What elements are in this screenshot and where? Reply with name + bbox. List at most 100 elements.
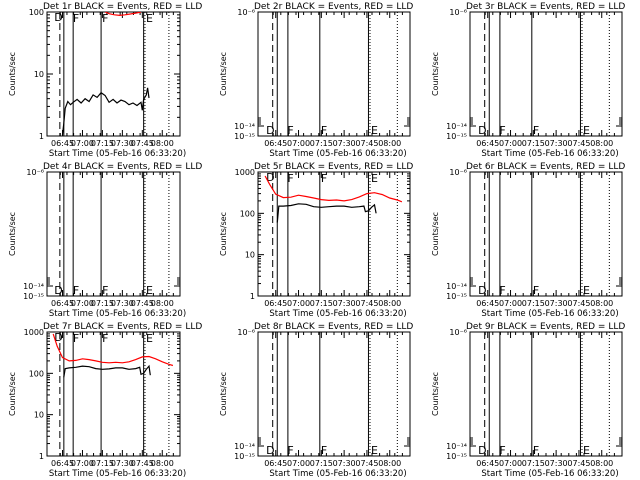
- x-tick-label: 07:30: [545, 139, 568, 148]
- x-tick-label: 07:00: [287, 139, 310, 148]
- x-axis-label: Start Time (05-Feb-16 06:33:20): [481, 469, 618, 479]
- panel-det-2: Det 2r BLACK = Events, RED = LLD10⁻¹⁵10⁻…: [219, 2, 413, 159]
- event-marker-f: F: [499, 124, 505, 137]
- x-tick-label: 07:00: [499, 459, 522, 468]
- x-tick-label: 06:45: [476, 459, 499, 468]
- event-marker-f: F: [499, 284, 505, 297]
- y-tick-label: 10⁻¹⁴: [446, 282, 467, 291]
- event-marker-f: F: [102, 12, 108, 25]
- y-tick-label: 10⁻¹⁵: [23, 292, 44, 301]
- event-marker-f: F: [102, 284, 108, 297]
- x-axis-label: Start Time (05-Feb-16 06:33:20): [49, 309, 186, 319]
- event-marker-d: D: [54, 331, 62, 344]
- events-series-line: [61, 87, 150, 135]
- x-tick-label: 07:30: [545, 299, 568, 308]
- x-tick-label: 07:45: [567, 139, 590, 148]
- event-marker-f: F: [73, 284, 79, 297]
- x-tick-label: 08:00: [590, 139, 613, 148]
- y-tick-label: 10⁻¹⁴: [234, 442, 255, 451]
- x-tick-label: 08:00: [151, 459, 174, 468]
- x-axis-label: Start Time (05-Feb-16 06:33:20): [269, 149, 406, 159]
- y-tick-label: 100: [29, 369, 44, 378]
- plot-frame: [257, 331, 411, 457]
- x-tick-label: 07:30: [333, 139, 356, 148]
- x-tick-label: 07:15: [91, 139, 114, 148]
- x-tick-label: 07:30: [333, 459, 356, 468]
- y-tick-label: 10⁻¹⁴: [23, 282, 44, 291]
- y-tick-label: 10⁻¹⁴: [234, 122, 255, 131]
- y-tick-label: 10⁻¹⁵: [234, 132, 255, 141]
- lld-series-line: [104, 12, 142, 17]
- y-tick-label: 10⁻⁶: [449, 168, 467, 177]
- event-marker-f: F: [73, 12, 79, 25]
- x-tick-label: 07:15: [91, 459, 114, 468]
- panel-title: Det 9r BLACK = Events, RED = LLD: [466, 322, 625, 332]
- event-marker-f: F: [102, 332, 108, 345]
- panel-det-9: Det 9r BLACK = Events, RED = LLD 10⁻¹⁵ 10⁻…: [431, 322, 625, 479]
- x-tick-label: 07:00: [71, 459, 94, 468]
- y-tick-label: 100: [240, 209, 255, 218]
- y-tick-label: 1: [250, 292, 255, 301]
- x-tick-label: 07:45: [131, 459, 154, 468]
- y-axis-label: Counts/sec: [431, 372, 440, 416]
- x-axis-label: Start Time (05-Feb-16 06:33:20): [269, 469, 406, 479]
- panel-det-4: Det 4r BLACK = Events, RED = LLD 10⁻¹⁵10⁻…: [8, 162, 202, 319]
- event-marker-d: D: [478, 444, 486, 457]
- y-axis-label: Counts/sec: [219, 212, 228, 256]
- panel-det-7: Det 7r BLACK = Events, RED = LLD 1 10 100 10…: [8, 322, 202, 479]
- x-tick-label: 08:00: [590, 459, 613, 468]
- event-marker-f: F: [499, 444, 505, 457]
- plot-frame: [257, 171, 411, 297]
- panel-det-8: Det 8r BLACK = Events, RED = LLD10⁻¹⁵10⁻…: [219, 322, 413, 479]
- panel-det-5: Det 5r BLACK = Events, RED = LLD 1 10 100 10…: [219, 162, 413, 319]
- event-marker-f: F: [287, 124, 293, 137]
- panel-title: Det 4r BLACK = Events, RED = LLD: [43, 162, 202, 172]
- x-tick-label: 07:30: [111, 299, 134, 308]
- panel-det-3: Det 3r BLACK = Events, RED = LLD10⁻¹⁵10⁻…: [431, 2, 625, 159]
- event-marker-f: F: [73, 332, 79, 345]
- y-tick-label: 100: [29, 8, 44, 17]
- events-series-line: [276, 203, 377, 223]
- x-tick-label: 08:00: [378, 139, 401, 148]
- x-tick-label: 07:15: [522, 459, 545, 468]
- x-tick-label: 07:45: [355, 459, 378, 468]
- event-marker-f: F: [321, 172, 327, 185]
- y-tick-label: 1000: [235, 168, 255, 177]
- event-marker-e: E: [583, 124, 590, 137]
- event-marker-d: D: [266, 124, 274, 137]
- lld-series-line: [52, 333, 174, 367]
- x-tick-label: 06:45: [51, 139, 74, 148]
- event-marker-f: F: [533, 284, 539, 297]
- x-axis-label: Start Time (05-Feb-16 06:33:20): [49, 469, 186, 479]
- y-tick-label: 10⁻¹⁵: [446, 452, 467, 461]
- x-tick-label: 07:00: [499, 139, 522, 148]
- x-tick-label: 08:00: [151, 299, 174, 308]
- y-tick-label: 10⁻⁶: [449, 8, 467, 17]
- y-tick-label: 10: [34, 70, 44, 79]
- y-tick-label: 10: [34, 411, 44, 420]
- x-tick-label: 06:45: [476, 139, 499, 148]
- x-tick-label: 07:15: [91, 299, 114, 308]
- y-tick-label: 10: [245, 251, 255, 260]
- plot-frame: [469, 171, 623, 297]
- x-tick-label: 07:00: [499, 299, 522, 308]
- y-axis-label: Counts/sec: [8, 52, 17, 96]
- y-tick-label: 10⁻⁶: [237, 328, 255, 337]
- x-tick-label: 08:00: [151, 139, 174, 148]
- x-axis-label: Start Time (05-Feb-16 06:33:20): [269, 309, 406, 319]
- x-tick-label: 07:00: [71, 139, 94, 148]
- x-tick-label: 07:30: [111, 139, 134, 148]
- y-tick-label: 10⁻⁶: [449, 328, 467, 337]
- y-tick-label: 10⁻¹⁴: [446, 122, 467, 131]
- x-tick-label: 07:45: [131, 139, 154, 148]
- x-tick-label: 07:15: [522, 299, 545, 308]
- x-tick-label: 07:45: [355, 299, 378, 308]
- panel-title: Det 7r BLACK = Events, RED = LLD: [43, 322, 202, 332]
- x-tick-label: 07:15: [310, 139, 333, 148]
- panel-det-6: Det 6r BLACK = Events, RED = LLD10⁻¹⁵10⁻…: [431, 162, 625, 319]
- panel-title: Det 8r BLACK = Events, RED = LLD: [254, 322, 413, 332]
- event-marker-e: E: [146, 332, 153, 345]
- event-marker-e: E: [583, 284, 590, 297]
- x-tick-label: 06:45: [476, 299, 499, 308]
- x-tick-label: 07:45: [567, 299, 590, 308]
